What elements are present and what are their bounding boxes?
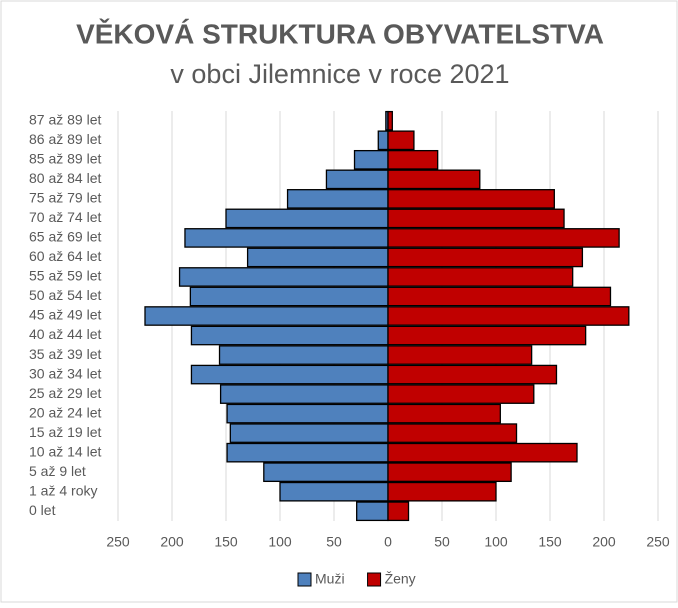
bar (387, 306, 630, 326)
bar (387, 345, 533, 365)
y-tick-label: 55 až 59 let (29, 268, 101, 284)
legend-swatch (367, 572, 382, 587)
bar (226, 403, 389, 424)
y-tick-label: 1 až 4 roky (29, 482, 97, 498)
y-tick-label: 40 až 44 let (29, 326, 101, 342)
bar (387, 384, 535, 404)
bar (325, 169, 389, 190)
bar (246, 247, 389, 268)
legend-label: Ženy (385, 571, 416, 587)
bar (387, 247, 584, 268)
legend-label: Muži (315, 571, 345, 587)
bar (189, 286, 389, 307)
x-tick-label: 150 (538, 534, 562, 550)
bar (219, 384, 389, 404)
bar (387, 501, 410, 522)
y-tick-label: 65 až 69 let (29, 229, 101, 245)
y-tick-label: 80 až 84 let (29, 170, 101, 186)
bar (279, 481, 389, 502)
x-tick-label: 250 (646, 534, 670, 550)
y-tick-label: 20 až 24 let (29, 404, 101, 420)
bar (387, 403, 501, 424)
bar (387, 462, 512, 483)
y-tick-label: 5 až 9 let (29, 463, 86, 479)
y-tick-label: 60 až 64 let (29, 248, 101, 264)
y-tick-label: 86 až 89 let (29, 131, 101, 147)
bar (229, 423, 389, 443)
chart-title: VĚKOVÁ STRUKTURA OBYVATELSTVA (76, 18, 604, 49)
bar (387, 149, 439, 170)
bar (226, 442, 389, 463)
y-tick-label: 10 až 14 let (29, 443, 101, 459)
bar (387, 228, 620, 248)
bar (190, 364, 389, 385)
bar (387, 130, 415, 151)
x-tick-label: 200 (160, 534, 184, 550)
x-tick-label: 50 (434, 534, 450, 550)
bar (286, 189, 389, 209)
y-tick-label: 50 až 54 let (29, 287, 101, 303)
legend-swatch (297, 572, 312, 587)
x-tick-label: 100 (484, 534, 508, 550)
bar (387, 325, 587, 346)
bar (387, 423, 518, 443)
x-tick-label: 0 (384, 534, 392, 550)
bar (190, 325, 389, 346)
y-tick-label: 15 až 19 let (29, 424, 101, 440)
bar (387, 267, 574, 287)
y-tick-label: 25 až 29 let (29, 385, 101, 401)
bar (218, 345, 389, 365)
bar (387, 286, 612, 307)
x-tick-label: 200 (592, 534, 616, 550)
bar (225, 208, 389, 229)
x-tick-label: 50 (326, 534, 342, 550)
bar (387, 442, 578, 463)
bar (387, 208, 565, 229)
y-tick-label: 70 až 74 let (29, 209, 101, 225)
y-tick-label: 87 až 89 let (29, 111, 101, 127)
bar (263, 462, 389, 483)
y-tick-label: 45 až 49 let (29, 307, 101, 323)
x-tick-label: 150 (214, 534, 238, 550)
bar (178, 267, 389, 287)
bar (353, 149, 389, 170)
bar (184, 228, 389, 248)
y-tick-label: 0 let (29, 502, 56, 518)
bar (387, 169, 481, 190)
chart-subtitle: v obci Jilemnice v roce 2021 (170, 59, 509, 89)
y-tick-label: 35 až 39 let (29, 346, 101, 362)
bar (387, 364, 558, 385)
y-tick-label: 75 až 79 let (29, 190, 101, 206)
x-tick-label: 100 (268, 534, 292, 550)
y-tick-label: 85 až 89 let (29, 151, 101, 167)
bar (144, 306, 389, 326)
bar (377, 130, 389, 151)
y-tick-label: 30 až 34 let (29, 365, 101, 381)
bar (387, 189, 555, 209)
bar (356, 501, 389, 522)
bar (387, 481, 497, 502)
bar (387, 110, 393, 131)
x-tick-label: 250 (106, 534, 130, 550)
